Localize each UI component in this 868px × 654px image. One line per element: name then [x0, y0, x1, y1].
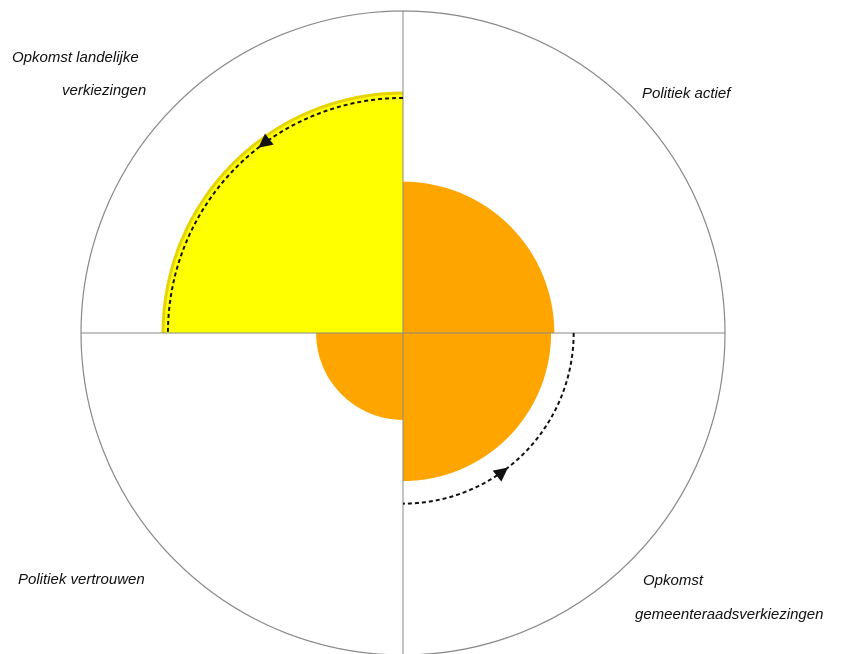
sector-2 [403, 333, 552, 482]
grid-group [80, 10, 726, 654]
trend-arrow-group [166, 96, 575, 505]
category-label-2-line-1: gemeenteraadsverkiezingen [635, 606, 823, 623]
sector-group [161, 91, 555, 482]
label-group: Opkomst landelijke verkiezingen Politiek a… [12, 49, 823, 623]
category-label-0-line-1: verkiezingen [62, 82, 146, 99]
category-label-2-line-0: Opkomst [643, 572, 704, 589]
trend-arrow-0 [258, 133, 274, 148]
sector-0 [164, 94, 403, 333]
sector-1 [403, 181, 555, 333]
trend-arc-2 [402, 332, 575, 505]
sector-3 [316, 333, 403, 420]
category-label-1-line-0: Politiek actief [642, 85, 732, 102]
trend-arc-0 [166, 96, 404, 334]
category-label-0-line-0: Opkomst landelijke [12, 49, 139, 66]
trend-arrow-2 [492, 467, 509, 482]
category-label-3-line-0: Politiek vertrouwen [18, 571, 145, 588]
